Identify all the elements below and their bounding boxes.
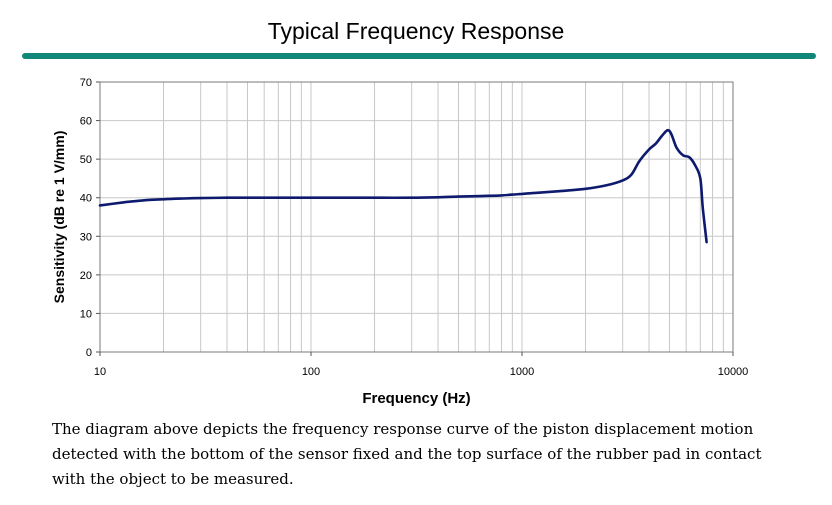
sensitivity-curve — [98, 128, 708, 244]
y-tick-label: 30 — [80, 231, 92, 243]
y-axis-label: Sensitivity (dB re 1 V/mm) — [51, 131, 67, 304]
x-tick-label: 1000 — [510, 366, 534, 378]
title-divider — [22, 53, 816, 59]
axis-ticks — [96, 81, 734, 356]
x-axis-label: Frequency (Hz) — [362, 390, 470, 407]
y-tick-label: 60 — [80, 116, 92, 128]
y-tick-label: 20 — [80, 270, 92, 282]
plot-area-frame — [99, 81, 734, 353]
x-tick-label: 10000 — [718, 366, 749, 378]
y-tick-label: 50 — [80, 154, 92, 166]
grid-lines — [100, 81, 733, 352]
x-tick-label: 100 — [302, 366, 320, 378]
y-tick-label: 10 — [80, 308, 92, 320]
chart-description: The diagram above depicts the frequency … — [52, 420, 762, 488]
x-tick-label: 10 — [94, 366, 106, 378]
y-tick-label: 70 — [80, 77, 92, 89]
page-title: Typical Frequency Response — [267, 18, 565, 44]
y-tick-label: 0 — [86, 347, 92, 359]
y-tick-label: 40 — [80, 193, 92, 205]
